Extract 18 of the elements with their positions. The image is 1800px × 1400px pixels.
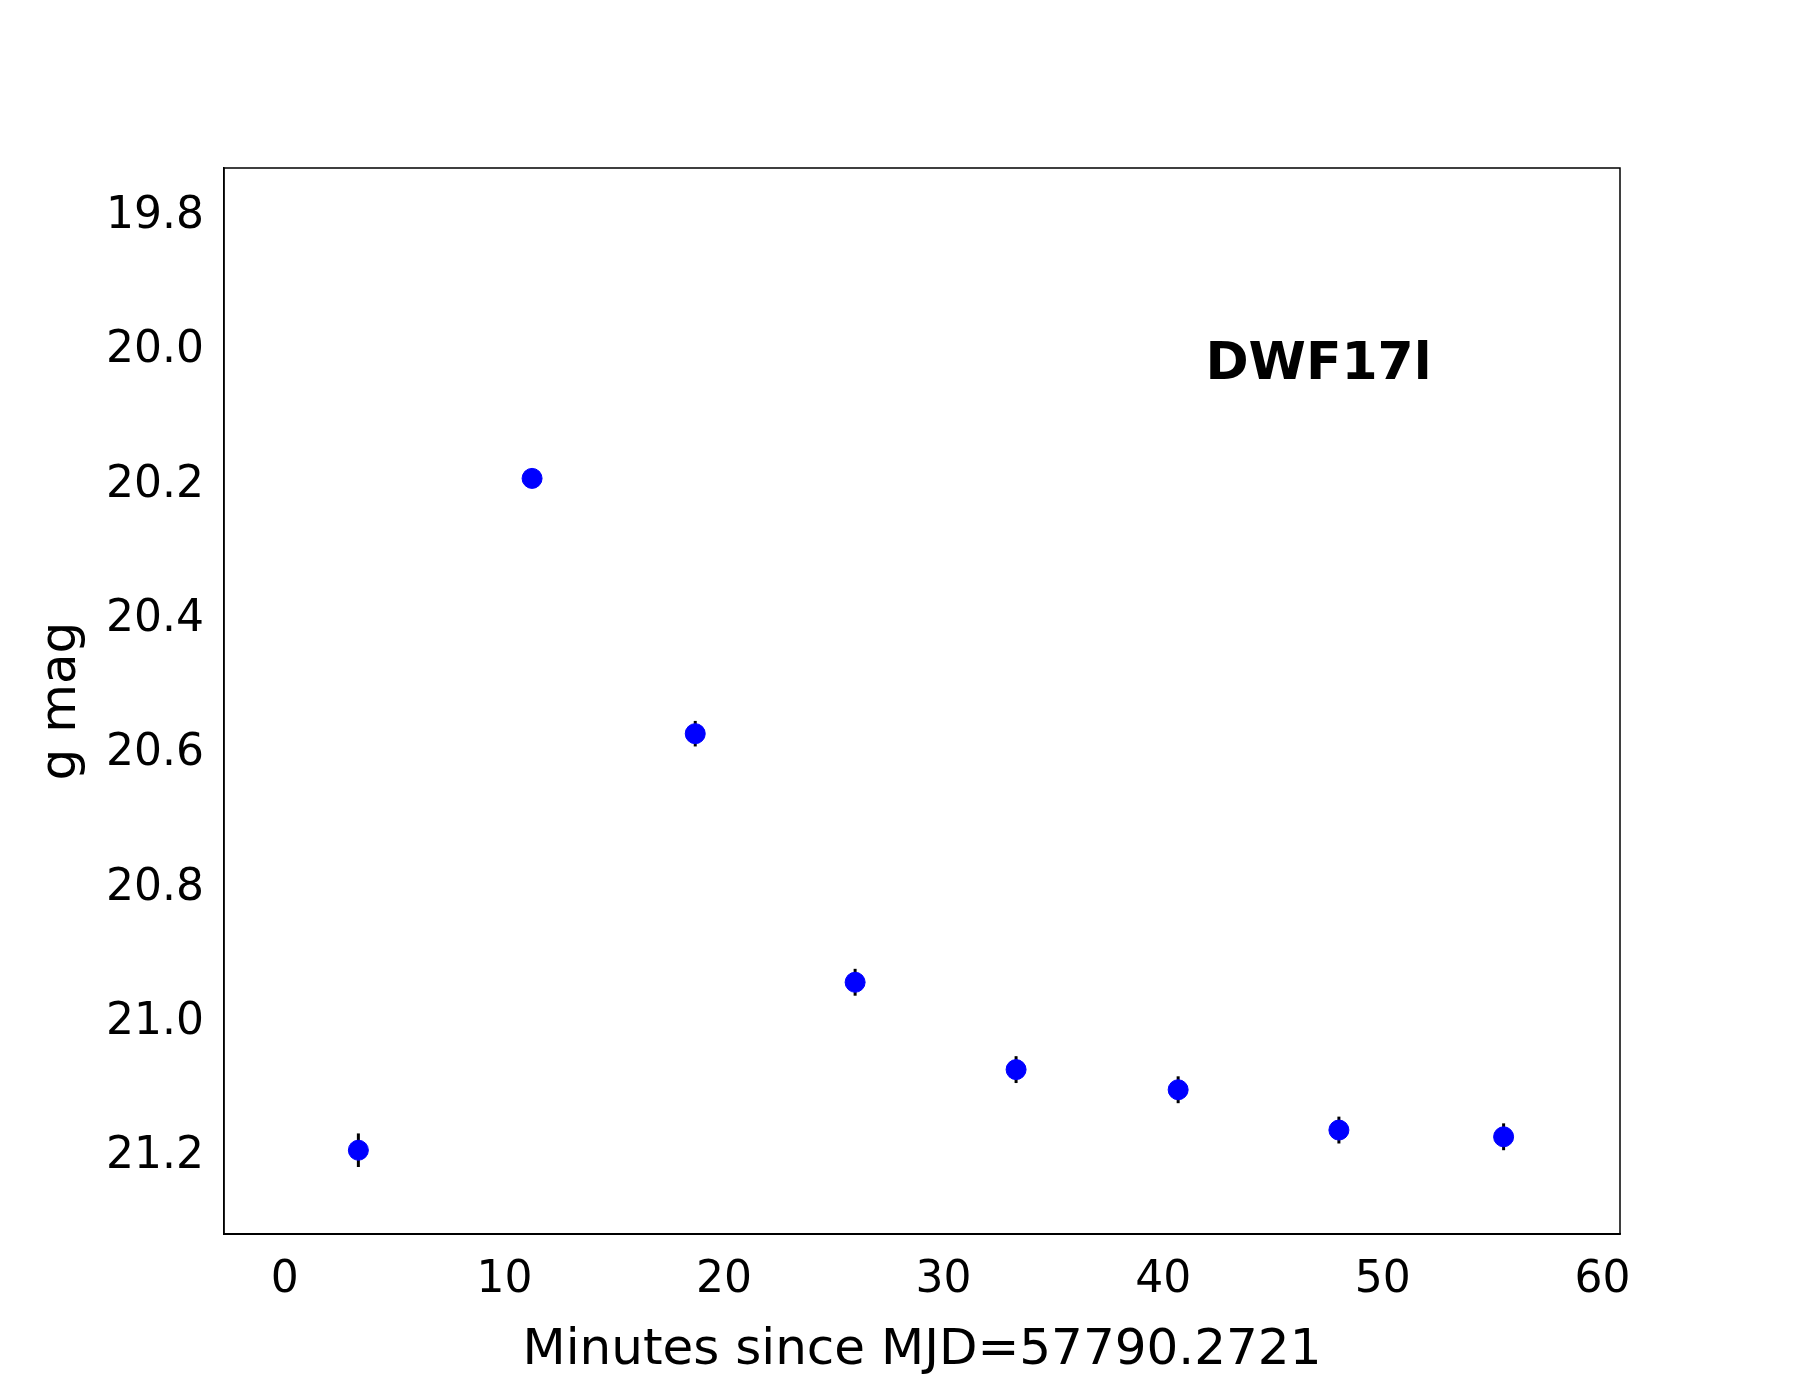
y-tick-label: 19.8 [106, 186, 204, 238]
y-axis-title: g mag [28, 621, 87, 781]
y-tick-label: 21.2 [106, 1127, 204, 1179]
y-tick-label: 20.8 [106, 858, 204, 910]
x-tick-label: 20 [696, 1251, 753, 1303]
x-tick-label: 40 [1135, 1251, 1192, 1303]
annotation: DWF17l [1205, 330, 1432, 391]
y-tick-label: 21.0 [106, 993, 204, 1045]
x-tick-label: 0 [270, 1251, 299, 1303]
x-tick-label: 30 [915, 1251, 972, 1303]
y-tick-label: 20.2 [106, 455, 204, 507]
x-tick-label: 10 [476, 1251, 533, 1303]
y-tick-label: 20.0 [106, 321, 204, 373]
x-tick-label: 50 [1354, 1251, 1411, 1303]
y-tick-label: 20.6 [106, 724, 204, 776]
x-axis-title: Minutes since MJD=57790.2721 [522, 1317, 1322, 1376]
y-tick-label: 20.4 [106, 589, 204, 641]
x-tick-label: 60 [1574, 1251, 1631, 1303]
